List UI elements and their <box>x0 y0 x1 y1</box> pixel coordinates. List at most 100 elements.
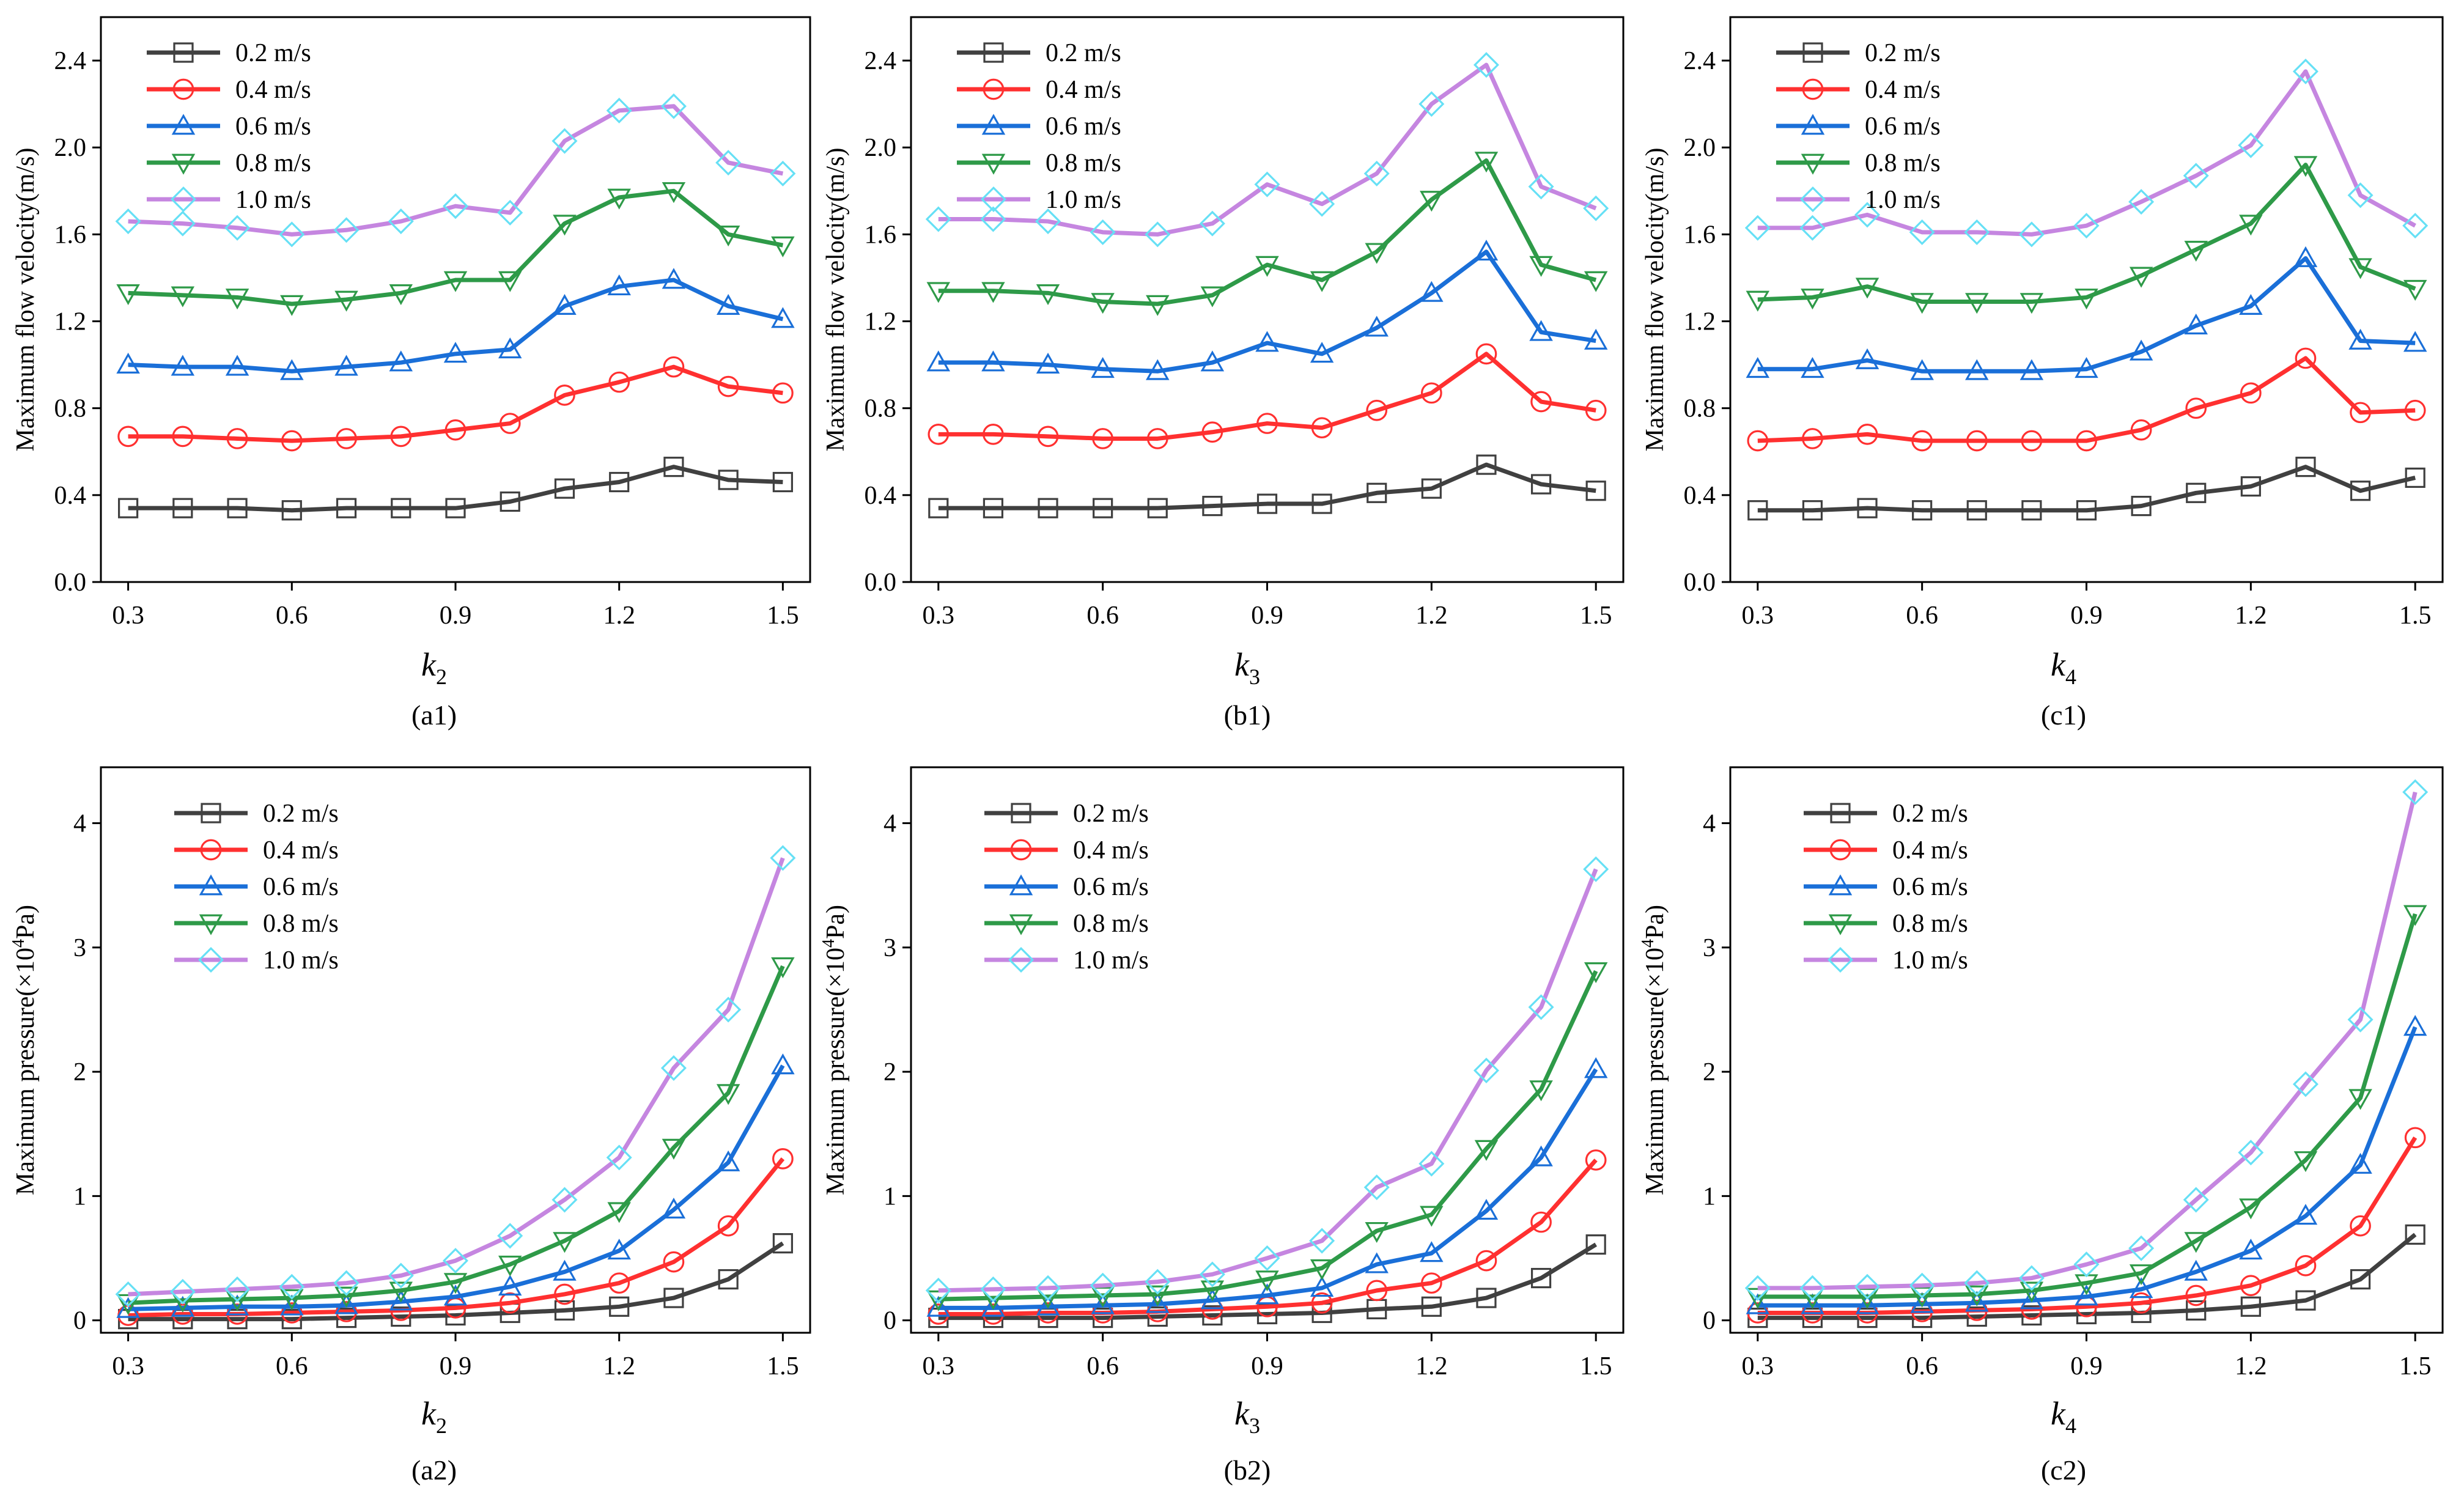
data-point <box>1418 91 1445 117</box>
y-tick-label: 1.2 <box>865 308 897 336</box>
series-line <box>1757 1232 2417 1321</box>
data-point <box>2402 213 2429 239</box>
data-point <box>281 500 302 521</box>
data-point <box>2348 1152 2372 1174</box>
data-point <box>1855 1293 1879 1314</box>
x-tick-label: 0.3 <box>112 602 144 630</box>
data-point <box>1310 1259 1334 1281</box>
data-point <box>1583 856 1609 882</box>
data-point <box>1802 428 1823 449</box>
x-tick-label: 1.5 <box>767 1352 799 1380</box>
series-line <box>938 1159 1598 1317</box>
data-point <box>554 1300 575 1321</box>
legend-marker <box>171 153 196 175</box>
x-axis-label: k3 <box>1234 1395 1260 1438</box>
data-point <box>1254 171 1280 197</box>
data-point <box>118 498 139 518</box>
series-line <box>1757 69 2416 237</box>
data-point <box>660 93 687 119</box>
x-tick-label: 0.9 <box>2070 1352 2103 1380</box>
x-axis-label: k2 <box>421 646 447 689</box>
data-point <box>1091 1293 1115 1314</box>
data-point <box>1799 1275 1826 1301</box>
data-point <box>1857 498 1878 518</box>
data-point <box>1746 1293 1770 1314</box>
data-point <box>2021 430 2043 452</box>
data-point <box>716 293 740 315</box>
data-point <box>334 290 358 312</box>
x-axis-label-subscript: 2 <box>436 1413 447 1438</box>
data-point <box>1911 430 1933 452</box>
data-point <box>1310 271 1334 292</box>
data-point <box>2186 1300 2207 1321</box>
series-0-6-m-s <box>926 240 1608 380</box>
data-point <box>1474 1199 1499 1220</box>
data-point <box>1365 315 1389 337</box>
data-point <box>553 293 577 315</box>
x-axis-label: k3 <box>1234 646 1260 689</box>
plot-frame <box>100 16 811 583</box>
legend-label: 0.6 m/s <box>1046 112 1121 141</box>
x-tick-label: 1.2 <box>603 602 635 630</box>
data-point <box>1802 500 1823 521</box>
data-point <box>2350 1269 2371 1290</box>
data-point <box>2075 356 2098 378</box>
data-point <box>1747 500 1768 521</box>
data-point <box>663 457 684 477</box>
y-tick-label: 0.8 <box>1684 395 1716 423</box>
x-axis-label-subscript: 3 <box>1249 1413 1260 1438</box>
data-point <box>926 282 951 303</box>
data-point <box>2239 1239 2263 1260</box>
data-point <box>2073 213 2100 239</box>
data-point <box>1202 496 1223 517</box>
data-point <box>2076 500 2097 521</box>
y-axis-label: Maximum pressure(×104Pa) <box>9 905 40 1195</box>
data-point <box>1366 1280 1388 1302</box>
data-point <box>1910 293 1934 314</box>
data-point <box>715 997 742 1023</box>
data-point <box>1310 1276 1334 1297</box>
data-point <box>2239 293 2263 315</box>
data-point <box>2350 402 2371 424</box>
y-tick-label: 0.0 <box>1684 569 1716 597</box>
legend-label: 0.4 m/s <box>235 76 311 104</box>
data-point <box>771 236 795 257</box>
series-0-8-m-s <box>1746 156 2427 314</box>
data-point <box>2295 1255 2317 1277</box>
legend-label: 1.0 m/s <box>1865 186 1941 214</box>
data-point <box>1910 1286 1934 1308</box>
x-tick-label: 1.2 <box>1415 602 1448 630</box>
data-point <box>662 1138 686 1160</box>
data-point <box>227 498 248 518</box>
legend-label: 0.6 m/s <box>235 112 311 141</box>
data-point <box>280 295 304 316</box>
data-point <box>1585 1149 1607 1171</box>
legend-label: 0.4 m/s <box>1865 76 1941 104</box>
legend-marker <box>171 114 196 135</box>
data-point <box>2293 1204 2318 1225</box>
series-line <box>128 188 784 306</box>
y-tick-label: 2 <box>883 1058 896 1086</box>
legend-marker <box>1801 114 1825 135</box>
x-tick-label: 1.2 <box>1415 1352 1448 1380</box>
legend-label: 0.2 m/s <box>1046 39 1121 67</box>
data-point <box>663 1288 684 1308</box>
data-point <box>983 423 1004 445</box>
data-point <box>2404 1127 2426 1149</box>
data-point <box>2129 267 2153 288</box>
data-point <box>1530 1267 1552 1289</box>
legend-label: 0.8 m/s <box>1892 910 1968 938</box>
data-point <box>280 359 304 380</box>
data-point <box>1584 962 1608 984</box>
data-point <box>1585 1234 1606 1255</box>
data-point <box>1530 391 1552 413</box>
y-tick-label: 2.4 <box>54 47 87 75</box>
data-point <box>1037 426 1059 448</box>
y-tick-label: 0.8 <box>865 395 897 423</box>
data-point <box>2293 156 2318 177</box>
series-line <box>938 1242 1598 1321</box>
chart-c1: 0.3 0.6 0.9 1.2 1.5 0.0 0.4 0.8 1.2 1.6 2.0 2.4 k4 (c… <box>1641 16 2444 731</box>
y-tick-label: 3 <box>73 934 86 962</box>
data-point <box>981 1295 1005 1317</box>
